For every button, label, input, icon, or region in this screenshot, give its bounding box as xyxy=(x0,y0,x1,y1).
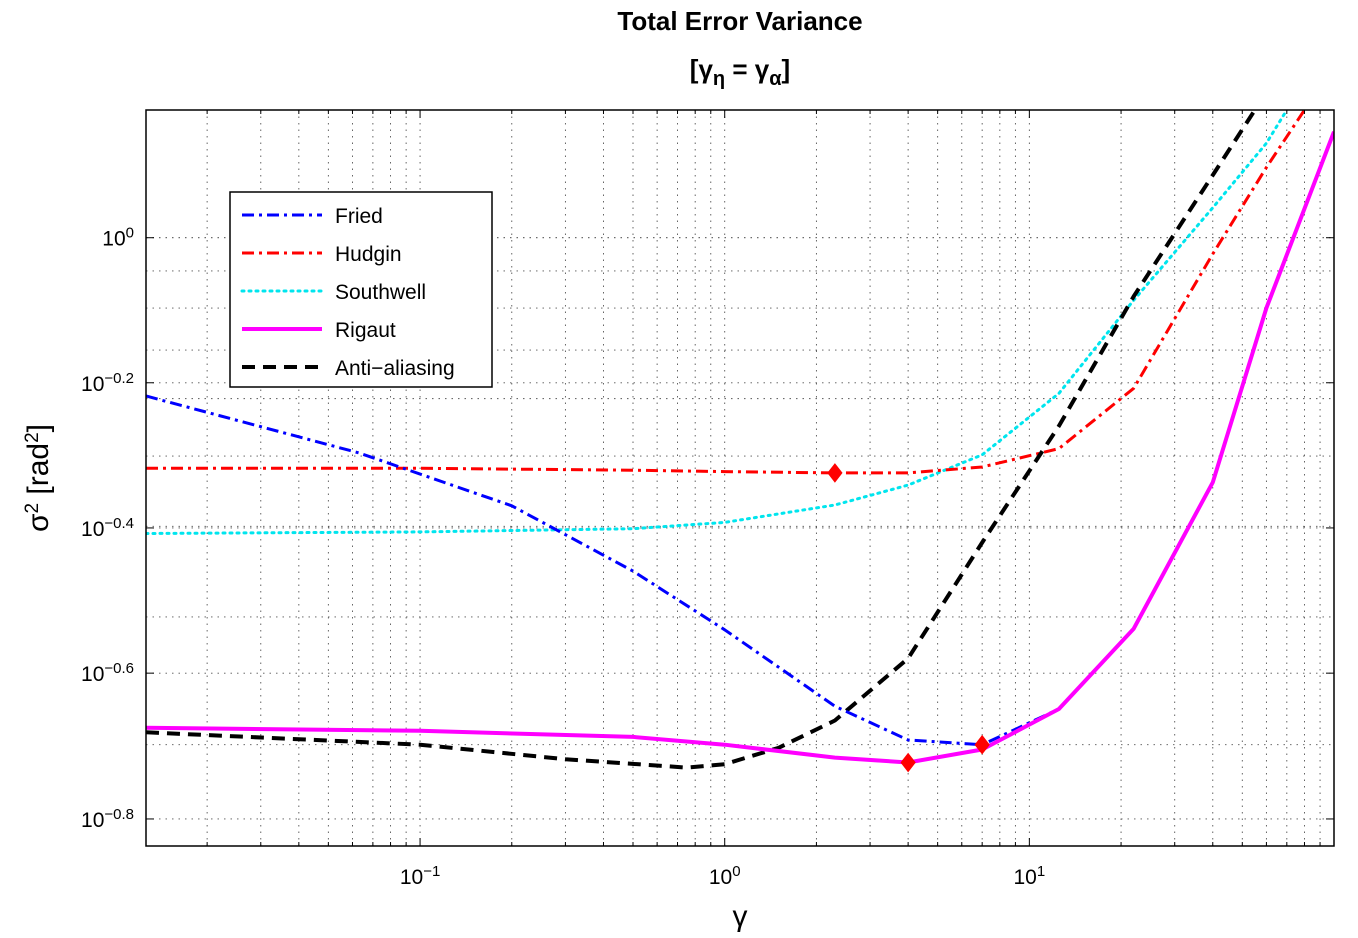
y-tick-label: 10−0.4 xyxy=(81,514,134,541)
optimum-marker xyxy=(900,752,916,773)
legend-label: Southwell xyxy=(335,281,426,304)
series-line-hudgin xyxy=(146,110,1306,475)
legend-label: Rigaut xyxy=(335,319,396,342)
optimum-marker xyxy=(827,463,843,483)
legend-label: Anti−aliasing xyxy=(335,357,455,380)
y-tick-label: 10−0.8 xyxy=(81,805,134,832)
x-axis-label: γ xyxy=(733,900,748,933)
x-tick-label: 101 xyxy=(1014,863,1046,890)
x-tick-label: 10−1 xyxy=(400,863,440,890)
chart-title: Total Error Variance xyxy=(617,6,862,36)
series-line-anti-aliasing xyxy=(146,110,1257,770)
y-tick-label: 10−0.6 xyxy=(81,660,134,687)
legend: Fried Hudgin Southwell Rigaut Anti−aliasing xyxy=(229,191,493,388)
tick-marks xyxy=(146,110,1334,846)
y-tick-label: 10−0.2 xyxy=(81,369,134,396)
legend-label: Hudgin xyxy=(335,243,402,266)
legend-label: Fried xyxy=(335,205,383,228)
optimum-markers xyxy=(827,463,990,773)
y-axis-label: σ2 [rad2] xyxy=(22,424,56,532)
series-line-southwell xyxy=(146,110,1289,535)
x-tick-label: 100 xyxy=(709,863,741,890)
y-tick-labels: 100 10−0.2 10−0.4 10−0.6 10−0.8 xyxy=(81,224,134,832)
series-layer xyxy=(146,110,1334,770)
optimum-marker xyxy=(974,734,990,755)
y-tick-label: 100 xyxy=(102,224,134,251)
series-line-rigaut xyxy=(146,130,1334,765)
chart-subtitle: [γη = γα] xyxy=(690,54,790,90)
legend-box xyxy=(229,191,493,388)
x-tick-labels: 10−1 100 101 xyxy=(400,863,1045,890)
plot-frame xyxy=(145,109,1335,847)
